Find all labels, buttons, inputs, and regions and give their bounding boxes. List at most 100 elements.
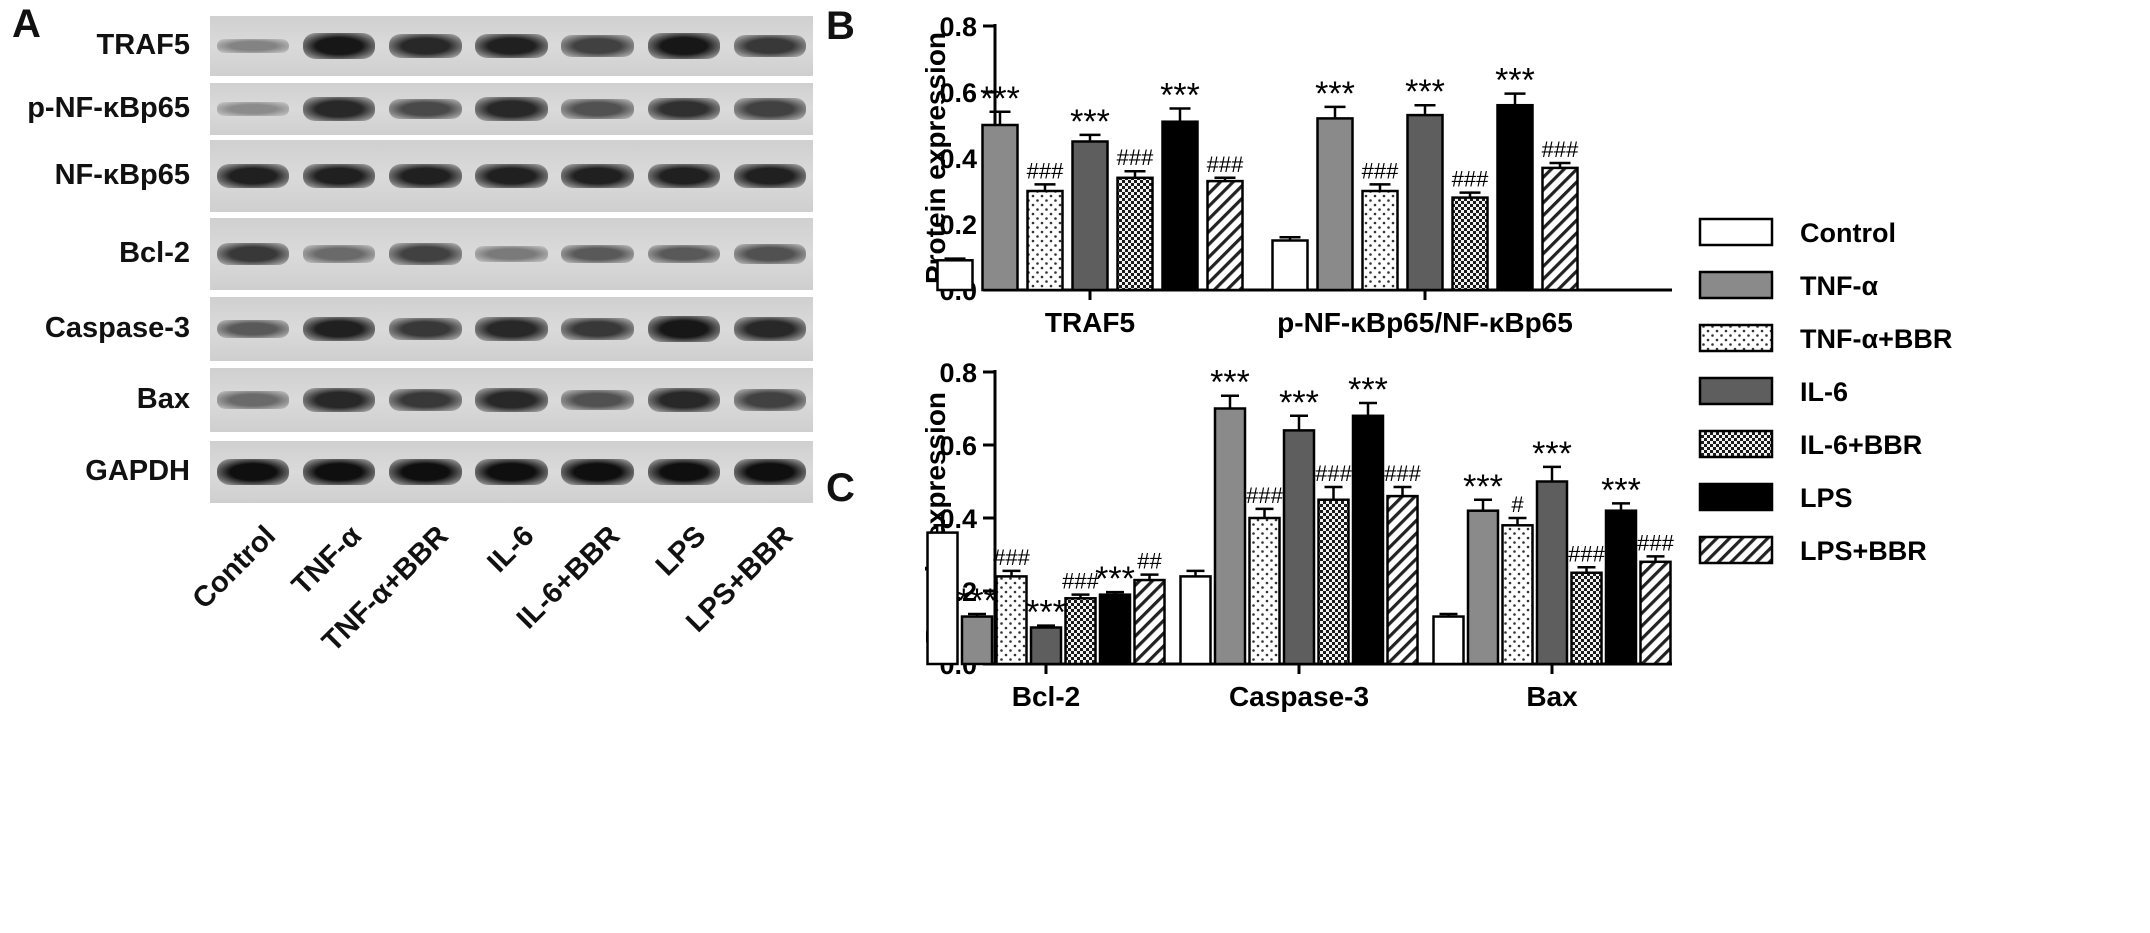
blot-lane-label: IL-6: [481, 519, 541, 579]
blot-band: [389, 243, 462, 265]
bar: [1604, 509, 1638, 666]
blot-band: [561, 163, 634, 189]
bar: [1071, 140, 1109, 292]
legend-label: LPS+BBR: [1800, 536, 1927, 566]
blot-band: [303, 459, 376, 485]
significance-mark: ***: [1095, 560, 1135, 598]
bar: [1351, 414, 1385, 666]
x-tick-label: Bax: [1526, 681, 1578, 712]
bar: [1317, 498, 1350, 666]
bar: [1116, 176, 1154, 292]
significance-mark: ###: [1207, 152, 1244, 177]
blot-strip: [210, 83, 813, 135]
blot-band: [561, 99, 634, 119]
bar: [1535, 480, 1569, 666]
legend-swatch: [1698, 217, 1774, 247]
y-axis-title: Protein expression: [920, 32, 951, 284]
bar: [936, 259, 974, 292]
bar: [1179, 575, 1212, 666]
blot-row-label: p-NF-κBp65: [27, 92, 190, 124]
bar: [960, 615, 994, 666]
blot-row-label: NF-κBp65: [54, 159, 190, 191]
blot-band: [389, 98, 462, 120]
y-tick-label: 0.6: [939, 78, 977, 108]
blot-band: [647, 244, 720, 264]
significance-mark: ###: [1568, 541, 1605, 566]
significance-mark: ###: [1362, 158, 1399, 183]
blot-band: [389, 389, 462, 411]
blot-strip: [210, 140, 813, 212]
bar: [1029, 626, 1063, 666]
bar: [995, 575, 1028, 666]
blot-band: [561, 35, 634, 57]
blot-band: [303, 316, 376, 342]
blot-band: [733, 98, 807, 120]
blot-band: [389, 163, 462, 189]
blot-band: [647, 459, 720, 485]
blot-strip: [210, 368, 813, 432]
blot-band: [647, 163, 720, 189]
legend-swatch: [1698, 323, 1774, 353]
significance-mark: ###: [1542, 137, 1579, 162]
blot-band: [647, 388, 720, 412]
blot-band: [475, 246, 548, 262]
significance-mark: ***: [1532, 435, 1572, 473]
y-tick-label: 0.4: [939, 144, 977, 174]
legend-label: IL-6: [1800, 377, 1848, 407]
blot-band: [733, 459, 807, 485]
legend-label: TNF-α+BBR: [1800, 324, 1952, 354]
blot-row-label: Bax: [136, 383, 190, 415]
blot-strip: [210, 297, 813, 361]
blot-lane-label: TNF-α: [286, 519, 369, 602]
significance-mark: ***: [1348, 371, 1388, 409]
blot-row-label: GAPDH: [85, 455, 190, 487]
x-tick-label: Bcl-2: [1012, 681, 1080, 712]
significance-mark: ***: [1405, 73, 1445, 111]
bar: [1206, 179, 1244, 292]
bar: [1213, 407, 1247, 666]
significance-mark: ***: [1315, 75, 1355, 113]
blot-band: [303, 245, 376, 263]
blot-band: [733, 163, 807, 189]
legend-swatch: [1698, 429, 1774, 459]
bar: [1432, 615, 1465, 666]
significance-mark: ***: [1160, 77, 1200, 115]
blot-band: [733, 317, 807, 341]
blot-lane-label: LPS: [650, 519, 713, 583]
bar: [1271, 239, 1309, 292]
significance-mark: ###: [993, 545, 1030, 570]
significance-mark: ###: [1027, 158, 1064, 183]
x-tick-label: TRAF5: [1045, 307, 1135, 338]
blot-row-label: Caspase-3: [44, 312, 190, 344]
legend-swatch: [1698, 270, 1774, 300]
bar: [1501, 524, 1534, 666]
blot-band: [216, 243, 290, 265]
significance-mark: ***: [980, 80, 1020, 118]
legend-label: Control: [1800, 218, 1896, 248]
bar: [1466, 509, 1500, 666]
blot-band: [733, 35, 807, 57]
blot-band: [216, 459, 290, 485]
blot-row-label: TRAF5: [96, 29, 190, 61]
bar: [1026, 189, 1064, 292]
blot-band: [475, 97, 548, 121]
blot-band: [216, 38, 290, 54]
y-tick-label: 0.0: [939, 650, 977, 680]
blot-strip: [210, 441, 813, 503]
bar: [1570, 571, 1603, 666]
significance-mark: ***: [1210, 364, 1250, 402]
significance-mark: ###: [1637, 530, 1674, 555]
bar: [1248, 516, 1281, 666]
x-tick-label: Caspase-3: [1229, 681, 1369, 712]
blot-band: [475, 388, 548, 412]
blot-band: [303, 33, 376, 59]
y-tick-label: 0.6: [939, 431, 977, 461]
bar: [1098, 593, 1132, 666]
blot-strip: [210, 218, 813, 290]
y-tick-label: 0.8: [939, 358, 977, 388]
bar: [1316, 117, 1354, 292]
y-tick-label: 0.0: [939, 276, 977, 306]
blot-strip: [210, 16, 813, 76]
blot-band: [647, 316, 720, 342]
blot-lane-label: Control: [186, 519, 283, 616]
